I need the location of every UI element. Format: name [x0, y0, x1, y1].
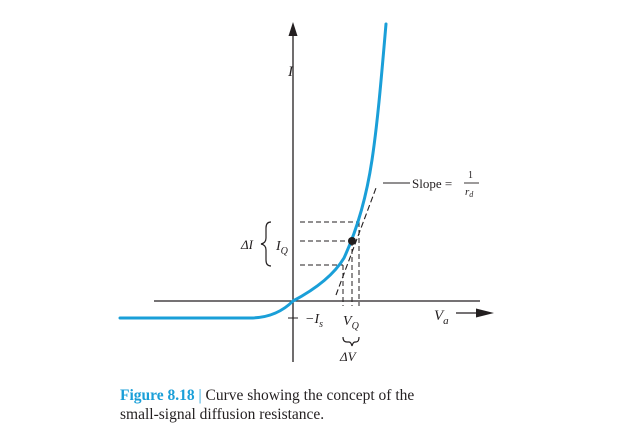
figure-caption: Figure 8.18 | Curve showing the concept … [120, 386, 540, 424]
slope-denominator: rd [465, 186, 474, 199]
delta-i-label: ΔI [240, 237, 254, 252]
slope-label: Slope = [412, 176, 452, 191]
caption-separator: | [198, 387, 202, 404]
delta-i-brace [260, 221, 272, 267]
current-axis-arrowhead [288, 22, 298, 36]
saturation-current-label: −Is [305, 312, 323, 330]
q-point-current-label: IQ [275, 239, 289, 257]
tangent-slope-line [335, 187, 377, 296]
voltage-axis-arrowhead [476, 308, 494, 318]
figure-number: Figure 8.18 [120, 387, 195, 404]
q-point-marker [348, 237, 356, 245]
slope-numerator: 1 [468, 170, 473, 181]
delta-v-brace [342, 336, 360, 347]
voltage-axis-label: Va [434, 308, 449, 327]
q-point-voltage-label: VQ [343, 314, 360, 332]
delta-v-label: ΔV [339, 349, 358, 364]
caption-line-2: small-signal diffusion resistance. [120, 406, 325, 423]
current-axis-label: I [287, 64, 294, 80]
caption-line-1: Curve showing the concept of the [205, 387, 415, 404]
iv-curve [118, 22, 388, 320]
